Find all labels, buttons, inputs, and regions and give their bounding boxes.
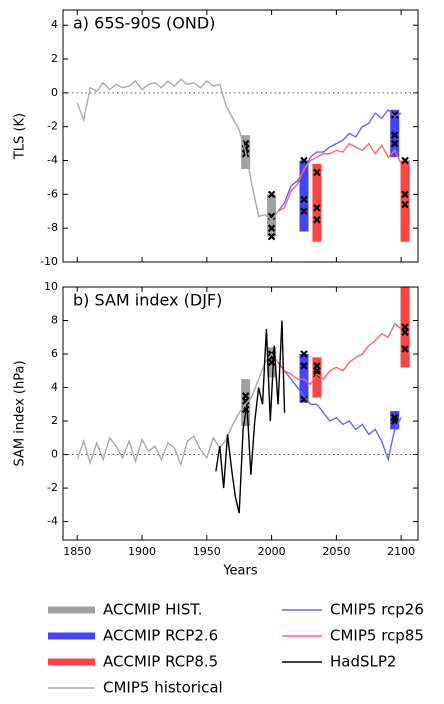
y-tick-label: 10 bbox=[44, 280, 58, 293]
legend-label: CMIP5 historical bbox=[103, 679, 223, 697]
y-axis-label: SAM index (hPa) bbox=[13, 360, 28, 466]
y-tick-label: -2 bbox=[47, 120, 58, 133]
range-box bbox=[390, 109, 400, 158]
x-tick-label: 1950 bbox=[193, 545, 221, 558]
range-box bbox=[299, 160, 309, 232]
series-line bbox=[277, 108, 402, 212]
model-marker bbox=[300, 361, 308, 370]
plot-frame bbox=[62, 9, 419, 263]
model-marker bbox=[241, 397, 250, 405]
panel-title: a) 65S-90S (OND) bbox=[73, 14, 215, 33]
series-line bbox=[277, 142, 402, 212]
y-tick-label: 4 bbox=[51, 18, 58, 31]
model-marker bbox=[401, 200, 409, 209]
model-marker bbox=[313, 168, 321, 177]
model-marker bbox=[313, 204, 321, 212]
x-axis-label: Years bbox=[222, 564, 258, 579]
model-marker bbox=[300, 350, 308, 358]
x-tick-label: 1900 bbox=[128, 545, 156, 558]
model-marker bbox=[401, 345, 409, 353]
x-tick-label: 2100 bbox=[387, 545, 415, 558]
model-marker bbox=[300, 156, 308, 165]
model-marker bbox=[390, 417, 399, 425]
model-marker bbox=[401, 190, 409, 199]
model-marker bbox=[300, 195, 308, 204]
range-box bbox=[241, 379, 251, 427]
y-tick-label: -2 bbox=[47, 481, 58, 494]
y-tick-label: 6 bbox=[51, 347, 58, 360]
y-tick-label: 2 bbox=[51, 52, 58, 65]
y-tick-label: 2 bbox=[51, 414, 58, 427]
range-box bbox=[312, 163, 322, 242]
x-tick-label: 2050 bbox=[322, 545, 350, 558]
model-marker bbox=[267, 224, 276, 232]
model-marker bbox=[300, 207, 308, 216]
y-tick-label: 0 bbox=[51, 448, 58, 461]
legend-label: ACCMIP RCP2.6 bbox=[103, 627, 218, 645]
model-marker bbox=[300, 395, 308, 404]
series-line bbox=[215, 320, 286, 514]
model-marker bbox=[390, 131, 399, 139]
y-tick-label: -4 bbox=[47, 154, 58, 167]
model-marker bbox=[313, 215, 321, 224]
x-tick-label: 2000 bbox=[258, 545, 286, 558]
series-line bbox=[76, 352, 279, 467]
model-marker bbox=[401, 156, 409, 165]
legend-label: ACCMIP RCP8.5 bbox=[103, 653, 218, 671]
legend-label: CMIP5 rcp26 bbox=[330, 601, 424, 619]
model-marker bbox=[390, 139, 399, 148]
range-box bbox=[400, 160, 410, 242]
y-tick-label: 0 bbox=[51, 86, 58, 99]
y-tick-label: 8 bbox=[51, 314, 58, 327]
y-tick-label: -4 bbox=[47, 515, 58, 528]
model-marker bbox=[267, 190, 276, 199]
legend-label: CMIP5 rcp85 bbox=[330, 627, 424, 645]
legend-label: ACCMIP HIST. bbox=[103, 601, 203, 619]
series-line bbox=[277, 322, 402, 386]
panel-title: b) SAM index (DJF) bbox=[73, 291, 222, 310]
y-tick-label: -6 bbox=[47, 187, 58, 200]
y-tick-label: 4 bbox=[51, 381, 58, 394]
y-axis-label: TLS (K) bbox=[13, 113, 28, 160]
y-tick-label: -10 bbox=[40, 255, 58, 268]
x-tick-label: 1850 bbox=[63, 545, 91, 558]
legend-label: HadSLP2 bbox=[330, 653, 396, 671]
series-line bbox=[277, 361, 402, 463]
range-box bbox=[312, 357, 322, 398]
model-marker bbox=[401, 328, 409, 337]
series-line bbox=[76, 78, 279, 221]
plot-frame bbox=[62, 286, 419, 541]
y-tick-label: -8 bbox=[47, 221, 58, 234]
model-marker bbox=[390, 111, 399, 119]
model-marker bbox=[267, 232, 276, 241]
range-box bbox=[299, 354, 309, 403]
